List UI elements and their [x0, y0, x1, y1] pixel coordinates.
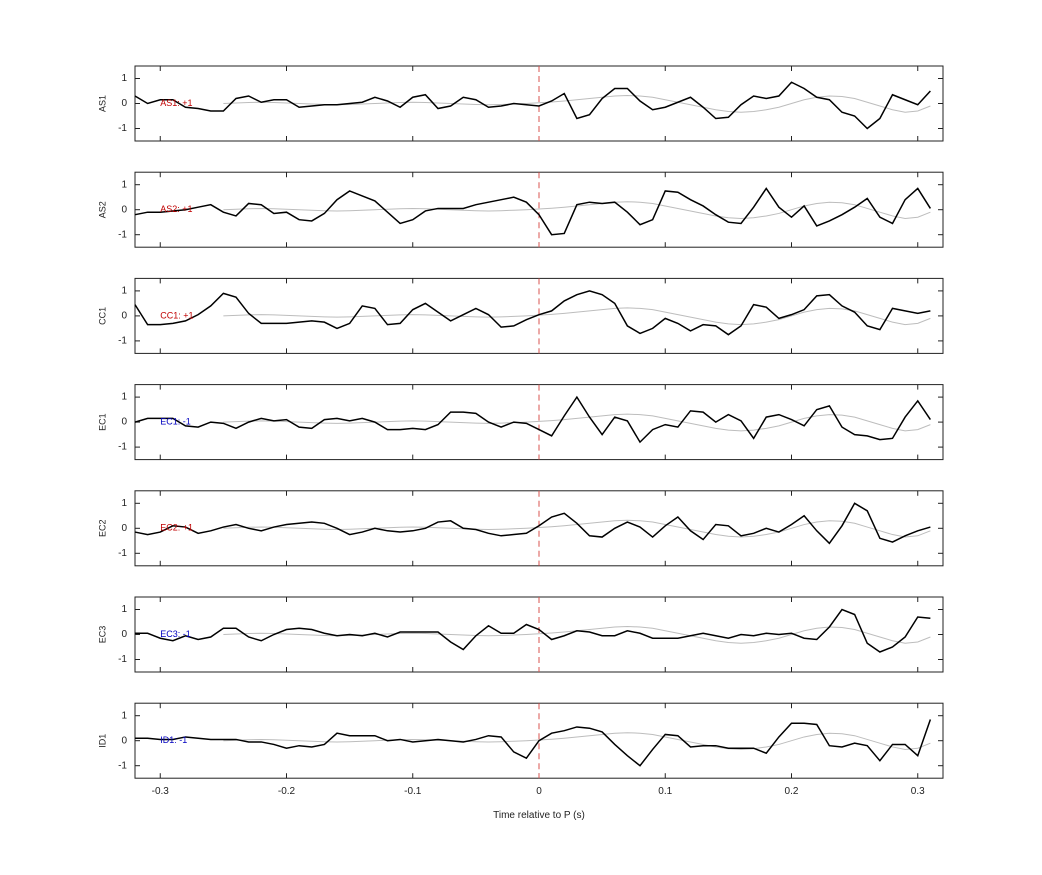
series-line	[134, 290, 931, 336]
subplot: -1 0 1 EC2: +1 EC2	[97, 490, 944, 567]
y-tick-label: 1	[121, 604, 127, 615]
annotation: CC1: +1	[160, 310, 193, 320]
series-line	[134, 502, 931, 545]
x-tick-label: 0.1	[658, 786, 672, 797]
y-tick-label: 0	[121, 523, 127, 534]
annotation: AS1: +1	[160, 98, 192, 108]
y-tick-label: -1	[118, 654, 127, 665]
y-tick-label: 0	[121, 629, 127, 640]
annotation: EC3: -1	[160, 629, 191, 639]
y-axis-label: ID1	[97, 734, 107, 748]
series-line	[223, 307, 931, 326]
y-axis-label: AS1	[97, 95, 107, 112]
series-line	[135, 608, 931, 653]
y-tick-label: 1	[121, 392, 127, 403]
annotation: ID1: -1	[160, 735, 187, 745]
y-tick-label: 0	[121, 417, 127, 428]
x-tick-label: 0	[536, 786, 542, 797]
y-tick-label: 1	[121, 179, 127, 190]
x-tick-label: -0.2	[278, 786, 296, 797]
y-tick-label: 1	[121, 710, 127, 721]
subplot: -1 0 1 EC1: -1 EC1	[97, 384, 944, 461]
y-tick-label: 0	[121, 311, 127, 322]
y-axis-label: AS2	[97, 201, 107, 218]
series-line	[134, 81, 931, 130]
y-axis-label: EC3	[97, 626, 107, 644]
x-axis-label: Time relative to P (s)	[493, 810, 585, 821]
series-line	[223, 519, 931, 538]
x-tick-label: -0.3	[152, 786, 170, 797]
series-line	[134, 395, 932, 444]
series-line	[135, 719, 932, 767]
series-line	[134, 187, 932, 236]
y-axis-label: EC1	[97, 413, 107, 431]
y-tick-label: -1	[118, 229, 127, 240]
y-tick-label: 1	[121, 286, 127, 297]
x-tick-label: -0.1	[404, 786, 422, 797]
x-tick-label: 0.2	[785, 786, 799, 797]
y-tick-label: 0	[121, 204, 127, 215]
y-tick-label: 0	[121, 98, 127, 109]
subplot: -1 0 1 AS1: +1 AS1	[97, 65, 944, 142]
y-axis-label: EC2	[97, 520, 107, 538]
subplot: -1 0 1 CC1: +1 CC1	[97, 277, 944, 354]
annotation: AS2: +1	[160, 204, 192, 214]
y-tick-label: 0	[121, 735, 127, 746]
y-tick-label: -1	[118, 442, 127, 453]
y-tick-label: -1	[118, 760, 127, 771]
annotation: EC1: -1	[160, 416, 191, 426]
annotation: EC2: +1	[160, 523, 193, 533]
y-tick-label: 1	[121, 73, 127, 84]
series-line	[223, 732, 931, 750]
subplot: -1 0 1 -0.3 -0.2 -0.1 0 0.1 0.2 0.3 ID1: -1 ID1 Time…	[97, 702, 944, 821]
y-tick-label: 1	[121, 498, 127, 509]
y-axis-label: CC1	[97, 307, 107, 325]
x-tick-label: 0.3	[911, 786, 925, 797]
subplot: -1 0 1 EC3: -1 EC3	[97, 596, 944, 673]
y-tick-label: -1	[118, 336, 127, 347]
subplot: -1 0 1 AS2: +1 AS2	[97, 171, 944, 248]
y-tick-label: -1	[118, 123, 127, 134]
series-line	[223, 413, 931, 432]
y-tick-label: -1	[118, 548, 127, 559]
